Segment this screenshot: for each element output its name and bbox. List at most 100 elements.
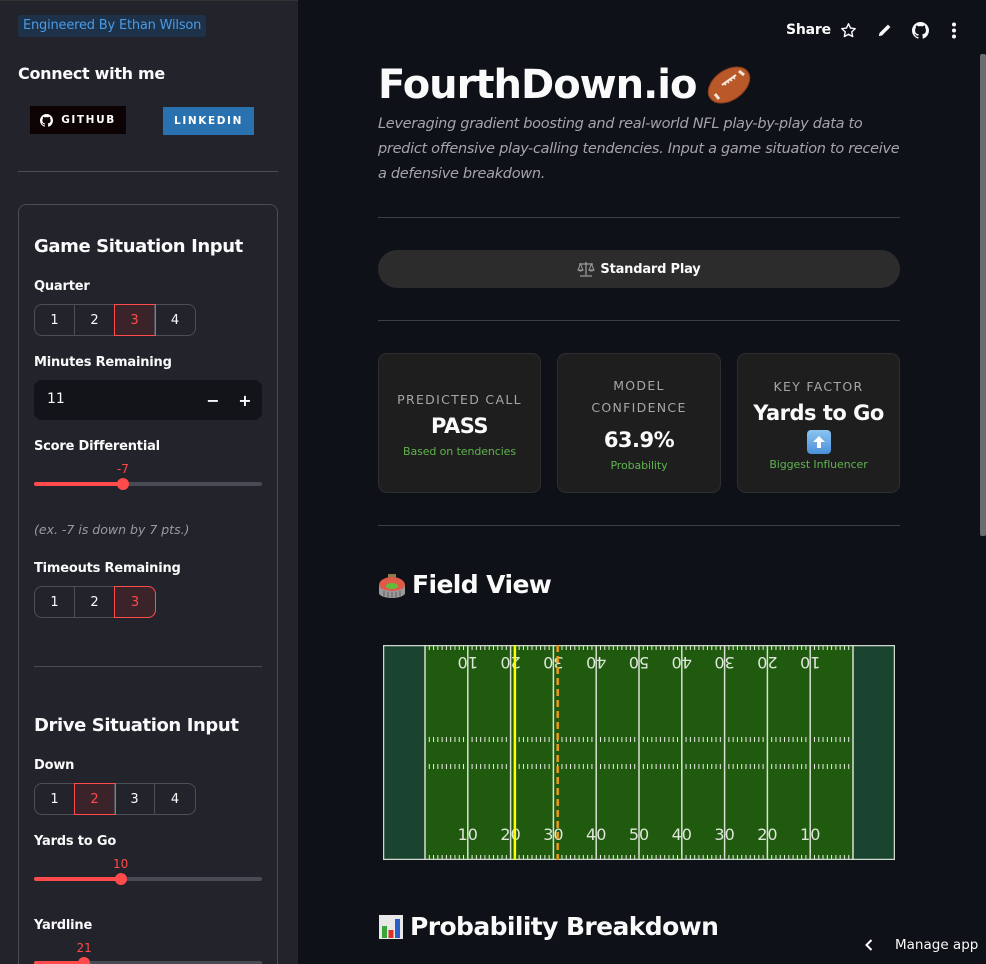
drive-situation-heading: Drive Situation Input (34, 715, 239, 736)
svg-text:30: 30 (543, 825, 563, 844)
probability-breakdown-heading: Probability Breakdown (378, 912, 719, 941)
share-button[interactable]: Share (786, 22, 831, 38)
inputs-card (18, 204, 278, 964)
svg-text:30: 30 (543, 653, 563, 672)
key-factor-value: Yards to Go (753, 400, 884, 425)
slider-fill (34, 961, 85, 964)
yards-to-go-slider[interactable]: 10 (34, 857, 262, 891)
slider-thumb[interactable] (78, 957, 91, 964)
model-confidence-label: MODEL CONFIDENCE (591, 377, 687, 415)
svg-text:40: 40 (672, 825, 692, 844)
svg-text:40: 40 (672, 653, 692, 672)
svg-text:50: 50 (629, 825, 649, 844)
down-option-4[interactable]: 4 (170, 791, 180, 807)
more-vertical-icon (952, 22, 956, 38)
github-badge-link[interactable]: GITHUB (30, 106, 126, 134)
score-differential-slider[interactable]: -7 (34, 462, 262, 496)
down-segmented-control: 1 2 3 4 (34, 783, 196, 815)
field-view-title: Field View (412, 570, 552, 599)
svg-text:20: 20 (500, 825, 520, 844)
predicted-call-sub: Based on tendencies (403, 444, 516, 458)
slider-fill (34, 877, 121, 881)
slider-track (34, 877, 262, 881)
divider (378, 217, 900, 218)
minutes-remaining-input[interactable]: 11 − + (34, 380, 262, 420)
divider (378, 320, 900, 321)
slider-track (34, 482, 262, 486)
linkedin-badge-link[interactable]: LINKEDIN (163, 107, 254, 135)
model-confidence-sub: Probability (610, 458, 668, 472)
svg-text:30: 30 (714, 653, 734, 672)
play-type-label: Standard Play (600, 261, 701, 277)
main-scrollbar[interactable] (980, 54, 986, 536)
svg-text:50: 50 (629, 653, 649, 672)
page-title: FourthDown.io (378, 62, 752, 108)
quarter-option-2[interactable]: 2 (75, 305, 115, 335)
page-subtitle: Leveraging gradient boosting and real-wo… (378, 116, 900, 182)
key-factor-label: KEY FACTOR (773, 378, 864, 394)
manage-app-button[interactable]: Manage app (855, 928, 986, 962)
github-icon (911, 21, 929, 39)
score-differential-hint: (ex. -7 is down by 7 pts.) (34, 522, 190, 537)
linkedin-badge-label: LINKEDIN (174, 115, 243, 127)
svg-text:10: 10 (458, 653, 478, 672)
timeouts-label: Timeouts Remaining (34, 561, 181, 576)
sidebar: Engineered By Ethan Wilson Connect with … (0, 0, 298, 964)
star-button[interactable] (838, 18, 858, 42)
chevron-left-icon (865, 939, 873, 951)
main-menu-button[interactable] (944, 18, 964, 42)
yardline-slider[interactable]: 21 (34, 941, 262, 964)
slider-thumb[interactable] (114, 873, 127, 885)
svg-text:20: 20 (757, 653, 777, 672)
timeouts-option-1[interactable]: 1 (35, 587, 75, 617)
minutes-decrement-button[interactable]: − (206, 390, 220, 410)
svg-text:10: 10 (800, 653, 820, 672)
probability-breakdown-title: Probability Breakdown (410, 912, 719, 941)
svg-text:30: 30 (714, 825, 734, 844)
slider-track (34, 961, 262, 964)
minutes-remaining-value[interactable]: 11 (47, 391, 65, 407)
yardline-value: 21 (76, 941, 92, 955)
yardline-label: Yardline (34, 918, 93, 933)
github-toolbar-button[interactable] (910, 18, 930, 42)
quarter-label: Quarter (34, 279, 90, 294)
down-label: Down (34, 758, 75, 773)
svg-text:40: 40 (586, 825, 606, 844)
down-option-1[interactable]: 1 (35, 784, 75, 814)
yards-to-go-value: 10 (112, 857, 129, 871)
game-situation-heading: Game Situation Input (34, 236, 243, 257)
star-icon (840, 22, 856, 37)
key-factor-sub: Biggest Influencer (769, 457, 868, 471)
score-differential-label: Score Differential (34, 439, 160, 454)
github-badge-label: GITHUB (61, 114, 116, 126)
edit-button[interactable] (874, 18, 894, 42)
stadium-icon (379, 573, 405, 598)
model-confidence-value: 63.9% (603, 427, 675, 452)
predicted-call-value: PASS (430, 413, 489, 438)
manage-app-label: Manage app (895, 937, 979, 953)
minutes-remaining-label: Minutes Remaining (34, 355, 172, 370)
score-differential-value: -7 (116, 462, 129, 476)
balance-scale-icon (577, 262, 596, 277)
down-option-2[interactable]: 2 (75, 784, 115, 814)
pencil-icon (878, 24, 890, 36)
divider (378, 525, 900, 526)
minutes-increment-button[interactable]: + (238, 390, 252, 410)
timeouts-option-2[interactable]: 2 (75, 587, 115, 617)
quarter-option-4[interactable]: 4 (170, 312, 180, 328)
football-field-chart: 10 10 20 20 30 30 40 40 50 50 40 40 30 30 20 20 10 10 (382, 644, 896, 861)
up-arrow-icon (806, 429, 831, 454)
timeouts-option-3[interactable]: 3 (115, 587, 155, 617)
predicted-call-card: PREDICTED CALL PASS Based on tendencies (378, 353, 541, 493)
quarter-option-3[interactable]: 3 (115, 305, 155, 335)
down-option-3[interactable]: 3 (115, 784, 155, 814)
field-view-heading: Field View (378, 570, 552, 599)
bar-chart-icon (379, 914, 403, 939)
timeouts-segmented-control: 1 2 3 (34, 586, 156, 618)
sidebar-divider (18, 171, 278, 172)
github-icon (40, 113, 54, 127)
predicted-call-label: PREDICTED CALL (397, 391, 522, 407)
quarter-option-1[interactable]: 1 (35, 305, 75, 335)
slider-thumb[interactable] (116, 478, 129, 490)
football-field-graphic: 10 10 20 20 30 30 40 40 50 50 40 40 30 30 20 20 10 10 (382, 644, 896, 861)
